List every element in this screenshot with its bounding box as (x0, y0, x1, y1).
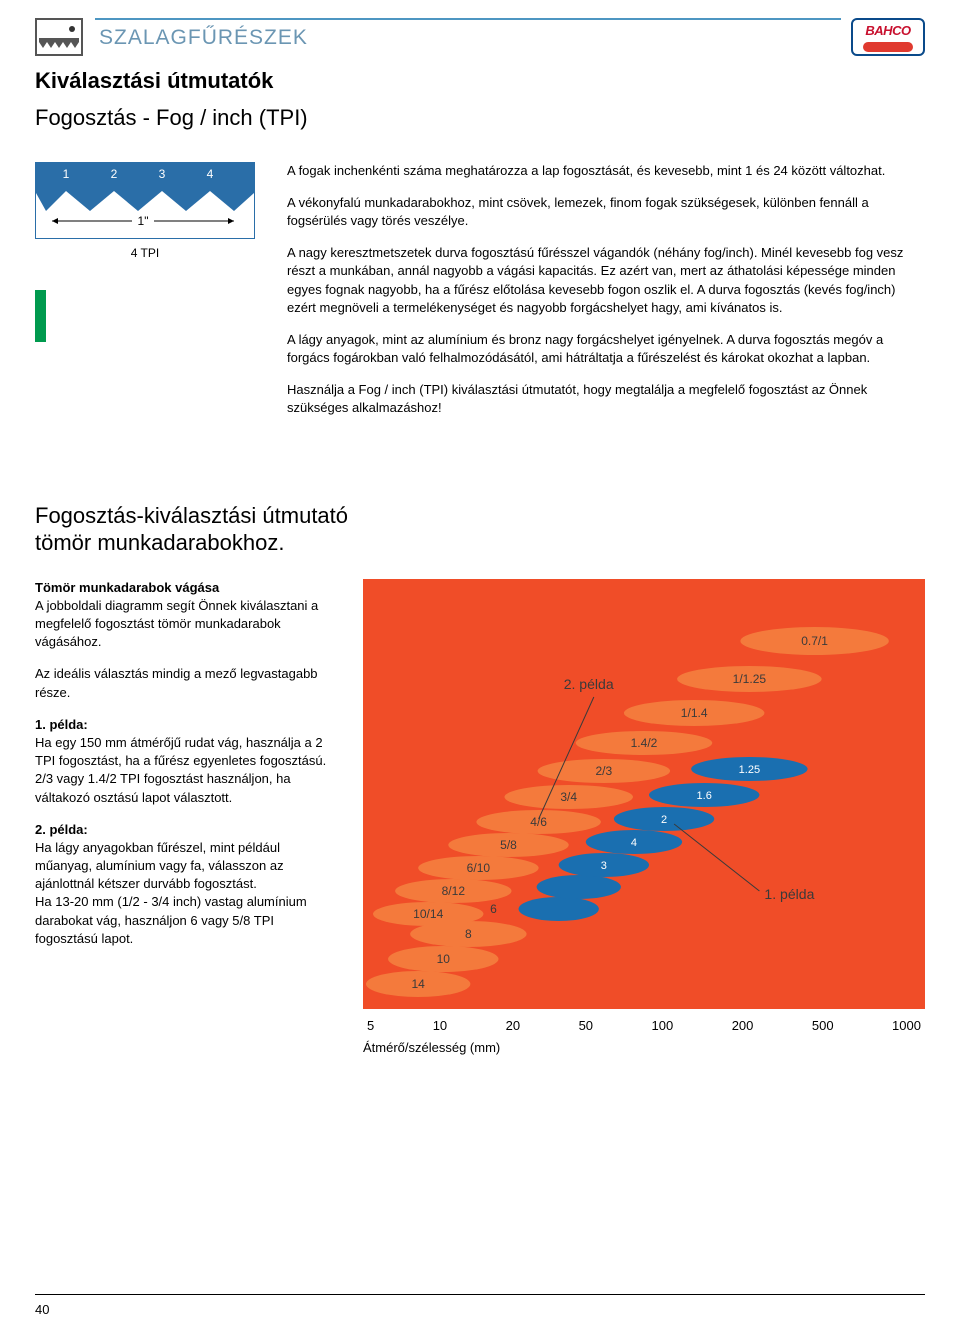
svg-text:14: 14 (411, 977, 425, 991)
svg-text:1.25: 1.25 (739, 764, 760, 776)
svg-text:2: 2 (111, 167, 118, 181)
svg-text:1/1.25: 1/1.25 (733, 672, 767, 686)
intro-p5: Használja a Fog / inch (TPI) kiválasztás… (287, 381, 925, 417)
svg-text:1.6: 1.6 (697, 790, 712, 802)
svg-text:10: 10 (437, 952, 451, 966)
axis-ticks: 5 10 20 50 100 200 500 1000 (363, 1017, 925, 1035)
intro-p2: A vékonyfalú munkadarabokhoz, mint csöve… (287, 194, 925, 230)
brand-swoosh-icon (863, 42, 913, 52)
svg-text:8: 8 (465, 927, 472, 941)
svg-text:6: 6 (490, 902, 497, 916)
header-category: SZALAGFŰRÉSZEK (95, 23, 308, 52)
axis-label: Átmérő/szélesség (mm) (363, 1039, 925, 1057)
svg-text:2/3: 2/3 (595, 764, 612, 778)
svg-text:1": 1" (138, 214, 149, 228)
svg-text:1. példa: 1. példa (764, 886, 814, 902)
svg-text:6/10: 6/10 (467, 861, 491, 875)
section2-left: Tömör munkadarabok vágása A jobboldali d… (35, 579, 335, 1057)
svg-text:10/14: 10/14 (413, 907, 443, 921)
tpi-diagram: 1 2 3 4 1" (36, 163, 254, 233)
svg-text:4/6: 4/6 (530, 815, 547, 829)
page-subtitle: Fogosztás - Fog / inch (TPI) (35, 103, 925, 134)
ex2-text-b: Ha 13-20 mm (1/2 - 3/4 inch) vastag alum… (35, 894, 307, 945)
svg-text:1: 1 (63, 167, 70, 181)
svg-text:3/4: 3/4 (560, 790, 577, 804)
ex2-label: 2. példa: (35, 822, 88, 837)
selection-chart: 14 10 8 10/14 8/12 6 (363, 579, 925, 1057)
svg-text:3: 3 (601, 860, 607, 872)
left-p1: A jobboldali diagramm segít Önnek kivála… (35, 598, 318, 649)
ex1-label: 1. példa: (35, 717, 88, 732)
svg-text:1/1.4: 1/1.4 (681, 706, 708, 720)
left-heading: Tömör munkadarabok vágása (35, 580, 219, 595)
intro-p1: A fogak inchenkénti száma meghatározza a… (287, 162, 925, 180)
ex2-text-a: Ha lágy anyagokban fűrészel, mint példáu… (35, 840, 284, 891)
svg-text:4: 4 (631, 837, 637, 849)
svg-text:2. példa: 2. példa (564, 676, 614, 692)
header-bar: SZALAGFŰRÉSZEK BAHCO (35, 18, 925, 56)
intro-p4: A lágy anyagok, mint az alumínium és bro… (287, 331, 925, 367)
svg-text:0.7/1: 0.7/1 (801, 634, 828, 648)
tpi-caption: 4 TPI (35, 245, 255, 262)
intro-text: A fogak inchenkénti száma meghatározza a… (287, 162, 925, 432)
brand-badge: BAHCO (851, 18, 925, 56)
tpi-figure: 1 2 3 4 1" 4 TPI (35, 162, 255, 432)
svg-text:4: 4 (207, 167, 214, 181)
green-marker-bar (35, 290, 46, 342)
svg-text:5/8: 5/8 (500, 838, 517, 852)
intro-p3: A nagy keresztmetszetek durva fogosztású… (287, 244, 925, 317)
section2-heading: Fogosztás-kiválasztási útmutató tömör mu… (35, 502, 925, 557)
page-title: Kiválasztási útmutatók (35, 66, 925, 97)
svg-text:1.4/2: 1.4/2 (631, 736, 658, 750)
header-title-wrap: SZALAGFŰRÉSZEK (95, 18, 841, 56)
svg-text:8/12: 8/12 (442, 884, 466, 898)
page-number: 40 (35, 1294, 925, 1319)
ex1-text: Ha egy 150 mm átmérőjű rudat vág, haszná… (35, 735, 326, 805)
svg-text:2: 2 (661, 814, 667, 826)
bandsaw-icon (35, 18, 83, 56)
svg-text:3: 3 (159, 167, 166, 181)
left-p2: Az ideális választás mindig a mező legva… (35, 665, 335, 701)
brand-name: BAHCO (865, 22, 910, 40)
